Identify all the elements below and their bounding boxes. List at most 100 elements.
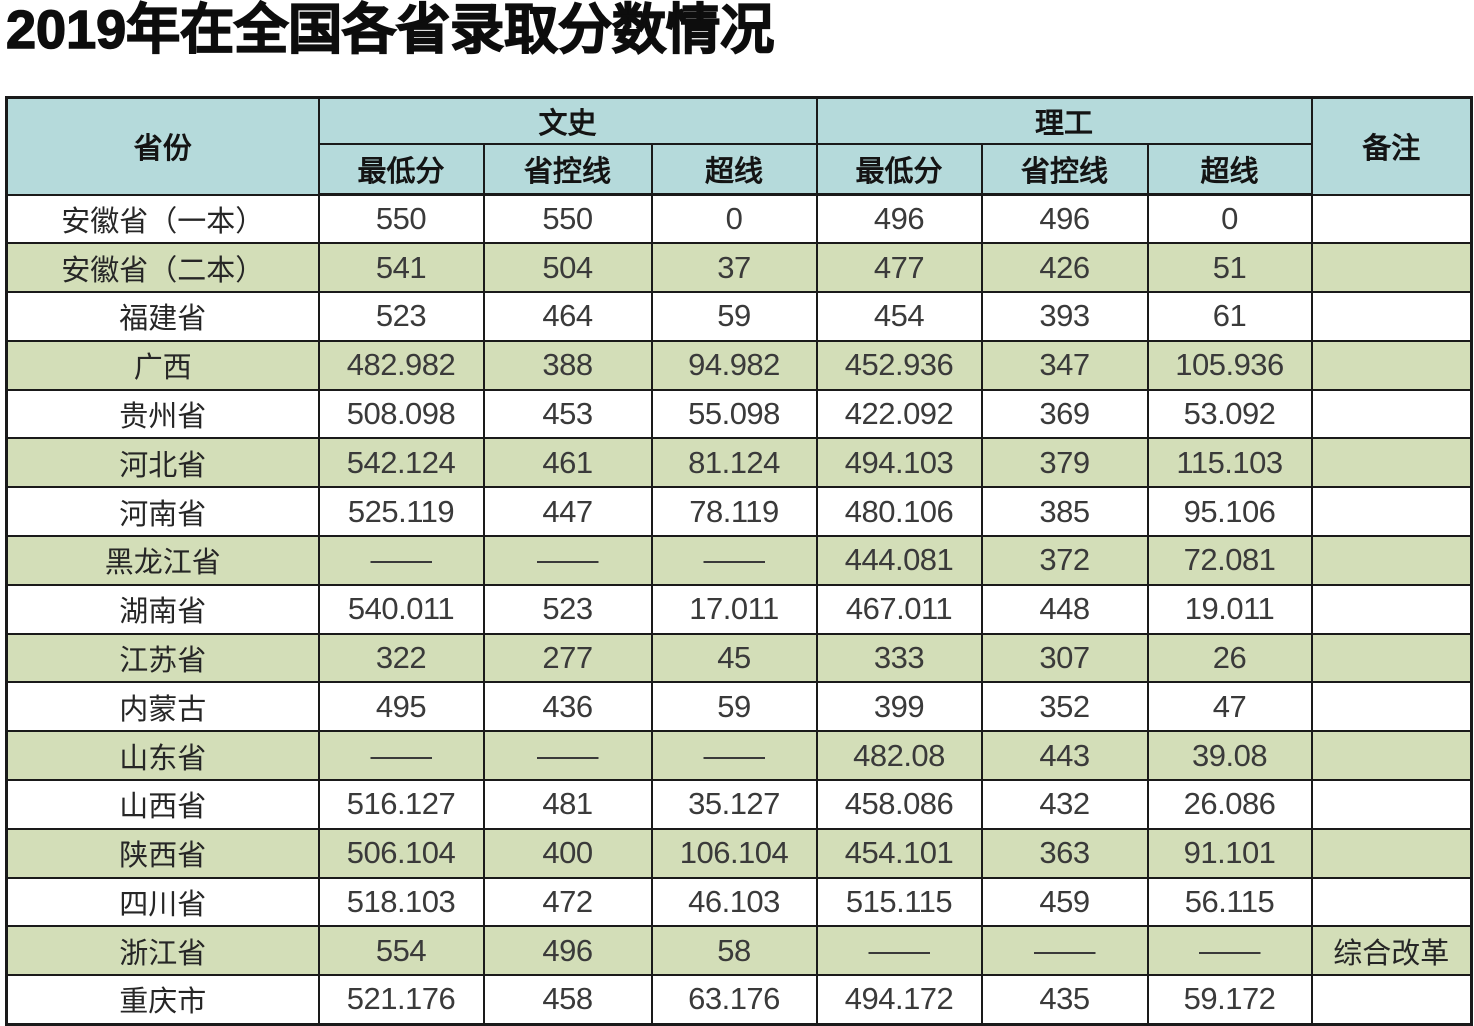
li-above-cell: 39.08 bbox=[1146, 730, 1313, 782]
li-above-cell: 91.101 bbox=[1146, 827, 1313, 879]
column-group-header-science: 理工 bbox=[815, 96, 1313, 145]
table-row: 陕西省 506.104 400 106.104 454.101 363 91.101 bbox=[5, 827, 1473, 879]
li-above-cell: —— bbox=[1146, 925, 1313, 977]
remark-cell bbox=[1310, 535, 1473, 586]
li-above-cell: 95.106 bbox=[1146, 486, 1313, 538]
wen-control-cell: 436 bbox=[482, 681, 653, 733]
li-min-score-cell: 458.086 bbox=[815, 779, 983, 830]
wen-above-cell: 59 bbox=[650, 681, 818, 733]
remark-cell bbox=[1310, 779, 1473, 830]
wen-min-score-cell: 508.098 bbox=[317, 388, 485, 440]
table-row: 湖南省 540.011 523 17.011 467.011 448 19.011 bbox=[5, 583, 1473, 635]
table-row: 河南省 525.119 447 78.119 480.106 385 95.106 bbox=[5, 486, 1473, 538]
table-header: 省份 文史 理工 备注 最低分 省控线 超线 最低分 省控线 超线 bbox=[5, 96, 1473, 196]
province-cell: 广西 bbox=[5, 339, 320, 391]
province-cell: 湖南省 bbox=[5, 583, 320, 635]
wen-control-cell: 464 bbox=[482, 291, 653, 342]
province-cell: 安徽省（二本） bbox=[5, 242, 320, 294]
wen-above-cell: 94.982 bbox=[650, 339, 818, 391]
column-header-wen-min-score: 最低分 bbox=[317, 142, 485, 196]
wen-above-cell: 37 bbox=[650, 242, 818, 294]
li-above-cell: 0 bbox=[1146, 193, 1313, 245]
wen-control-cell: 453 bbox=[482, 388, 653, 440]
wen-min-score-cell: 495 bbox=[317, 681, 485, 733]
column-header-remark: 备注 bbox=[1310, 96, 1473, 196]
column-header-li-control-line: 省控线 bbox=[980, 142, 1149, 196]
li-control-cell: 448 bbox=[980, 583, 1149, 635]
table-row: 山东省 —— —— —— 482.08 443 39.08 bbox=[5, 730, 1473, 782]
li-min-score-cell: 482.08 bbox=[815, 730, 983, 782]
table-row: 江苏省 322 277 45 333 307 26 bbox=[5, 632, 1473, 684]
wen-min-score-cell: 541 bbox=[317, 242, 485, 294]
wen-min-score-cell: 523 bbox=[317, 291, 485, 342]
wen-min-score-cell: —— bbox=[317, 730, 485, 782]
li-control-cell: 352 bbox=[980, 681, 1149, 733]
remark-cell bbox=[1310, 827, 1473, 879]
li-min-score-cell: 444.081 bbox=[815, 535, 983, 586]
wen-min-score-cell: 554 bbox=[317, 925, 485, 977]
wen-control-cell: 388 bbox=[482, 339, 653, 391]
li-above-cell: 61 bbox=[1146, 291, 1313, 342]
table-row: 浙江省 554 496 58 —— —— —— 综合改革 bbox=[5, 925, 1473, 977]
remark-cell bbox=[1310, 242, 1473, 294]
table-row: 贵州省 508.098 453 55.098 422.092 369 53.092 bbox=[5, 388, 1473, 440]
table-row: 安徽省（二本） 541 504 37 477 426 51 bbox=[5, 242, 1473, 294]
wen-control-cell: 461 bbox=[482, 437, 653, 489]
wen-above-cell: 63.176 bbox=[650, 974, 818, 1026]
remark-cell bbox=[1310, 974, 1473, 1026]
remark-cell bbox=[1310, 437, 1473, 489]
column-header-wen-above-line: 超线 bbox=[650, 142, 818, 196]
li-control-cell: 432 bbox=[980, 779, 1149, 830]
table-row: 四川省 518.103 472 46.103 515.115 459 56.115 bbox=[5, 876, 1473, 928]
li-min-score-cell: 454.101 bbox=[815, 827, 983, 879]
wen-above-cell: 35.127 bbox=[650, 779, 818, 830]
li-above-cell: 47 bbox=[1146, 681, 1313, 733]
li-min-score-cell: 496 bbox=[815, 193, 983, 245]
li-min-score-cell: 467.011 bbox=[815, 583, 983, 635]
province-cell: 黑龙江省 bbox=[5, 535, 320, 586]
li-control-cell: 347 bbox=[980, 339, 1149, 391]
wen-above-cell: 81.124 bbox=[650, 437, 818, 489]
wen-above-cell: 106.104 bbox=[650, 827, 818, 879]
li-above-cell: 53.092 bbox=[1146, 388, 1313, 440]
wen-control-cell: 458 bbox=[482, 974, 653, 1026]
wen-control-cell: 400 bbox=[482, 827, 653, 879]
li-above-cell: 26.086 bbox=[1146, 779, 1313, 830]
remark-cell bbox=[1310, 388, 1473, 440]
li-above-cell: 51 bbox=[1146, 242, 1313, 294]
wen-control-cell: 523 bbox=[482, 583, 653, 635]
wen-above-cell: —— bbox=[650, 730, 818, 782]
province-cell: 贵州省 bbox=[5, 388, 320, 440]
wen-control-cell: 496 bbox=[482, 925, 653, 977]
wen-min-score-cell: 521.176 bbox=[317, 974, 485, 1026]
li-min-score-cell: —— bbox=[815, 925, 983, 977]
wen-min-score-cell: 518.103 bbox=[317, 876, 485, 928]
wen-control-cell: 550 bbox=[482, 193, 653, 245]
column-group-header-liberal-arts: 文史 bbox=[317, 96, 818, 145]
province-cell: 山东省 bbox=[5, 730, 320, 782]
remark-cell bbox=[1310, 730, 1473, 782]
wen-above-cell: 46.103 bbox=[650, 876, 818, 928]
wen-above-cell: 58 bbox=[650, 925, 818, 977]
li-above-cell: 19.011 bbox=[1146, 583, 1313, 635]
remark-cell bbox=[1310, 486, 1473, 538]
wen-above-cell: 78.119 bbox=[650, 486, 818, 538]
remark-cell bbox=[1310, 876, 1473, 928]
li-control-cell: 385 bbox=[980, 486, 1149, 538]
province-cell: 浙江省 bbox=[5, 925, 320, 977]
li-above-cell: 115.103 bbox=[1146, 437, 1313, 489]
province-cell: 山西省 bbox=[5, 779, 320, 830]
remark-cell bbox=[1310, 681, 1473, 733]
table-row: 安徽省（一本） 550 550 0 496 496 0 bbox=[5, 193, 1473, 245]
remark-cell: 综合改革 bbox=[1310, 925, 1473, 977]
li-min-score-cell: 480.106 bbox=[815, 486, 983, 538]
li-control-cell: 443 bbox=[980, 730, 1149, 782]
wen-above-cell: 17.011 bbox=[650, 583, 818, 635]
li-min-score-cell: 477 bbox=[815, 242, 983, 294]
li-control-cell: 363 bbox=[980, 827, 1149, 879]
li-control-cell: 426 bbox=[980, 242, 1149, 294]
wen-min-score-cell: 550 bbox=[317, 193, 485, 245]
province-cell: 陕西省 bbox=[5, 827, 320, 879]
li-control-cell: 369 bbox=[980, 388, 1149, 440]
province-cell: 重庆市 bbox=[5, 974, 320, 1026]
